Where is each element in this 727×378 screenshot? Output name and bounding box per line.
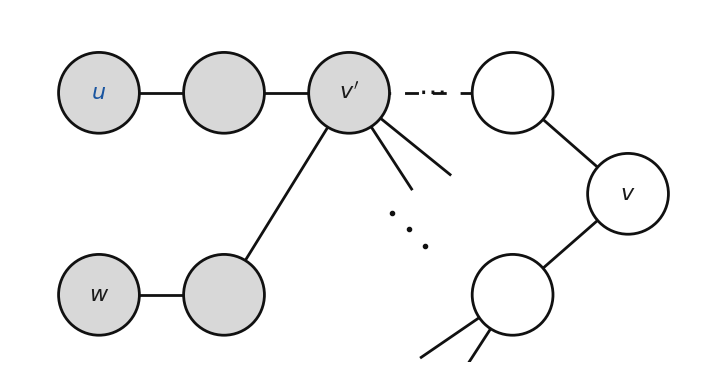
- Circle shape: [309, 53, 390, 133]
- Circle shape: [587, 153, 668, 234]
- Circle shape: [184, 53, 265, 133]
- Circle shape: [59, 53, 140, 133]
- Text: $u$: $u$: [92, 82, 107, 104]
- Circle shape: [184, 254, 265, 335]
- Text: $v'$: $v'$: [339, 82, 359, 104]
- Circle shape: [473, 53, 553, 133]
- Circle shape: [59, 254, 140, 335]
- Text: $w$: $w$: [89, 284, 109, 306]
- Text: $v$: $v$: [620, 183, 635, 205]
- Circle shape: [473, 254, 553, 335]
- Text: $\cdots$: $\cdots$: [417, 79, 444, 106]
